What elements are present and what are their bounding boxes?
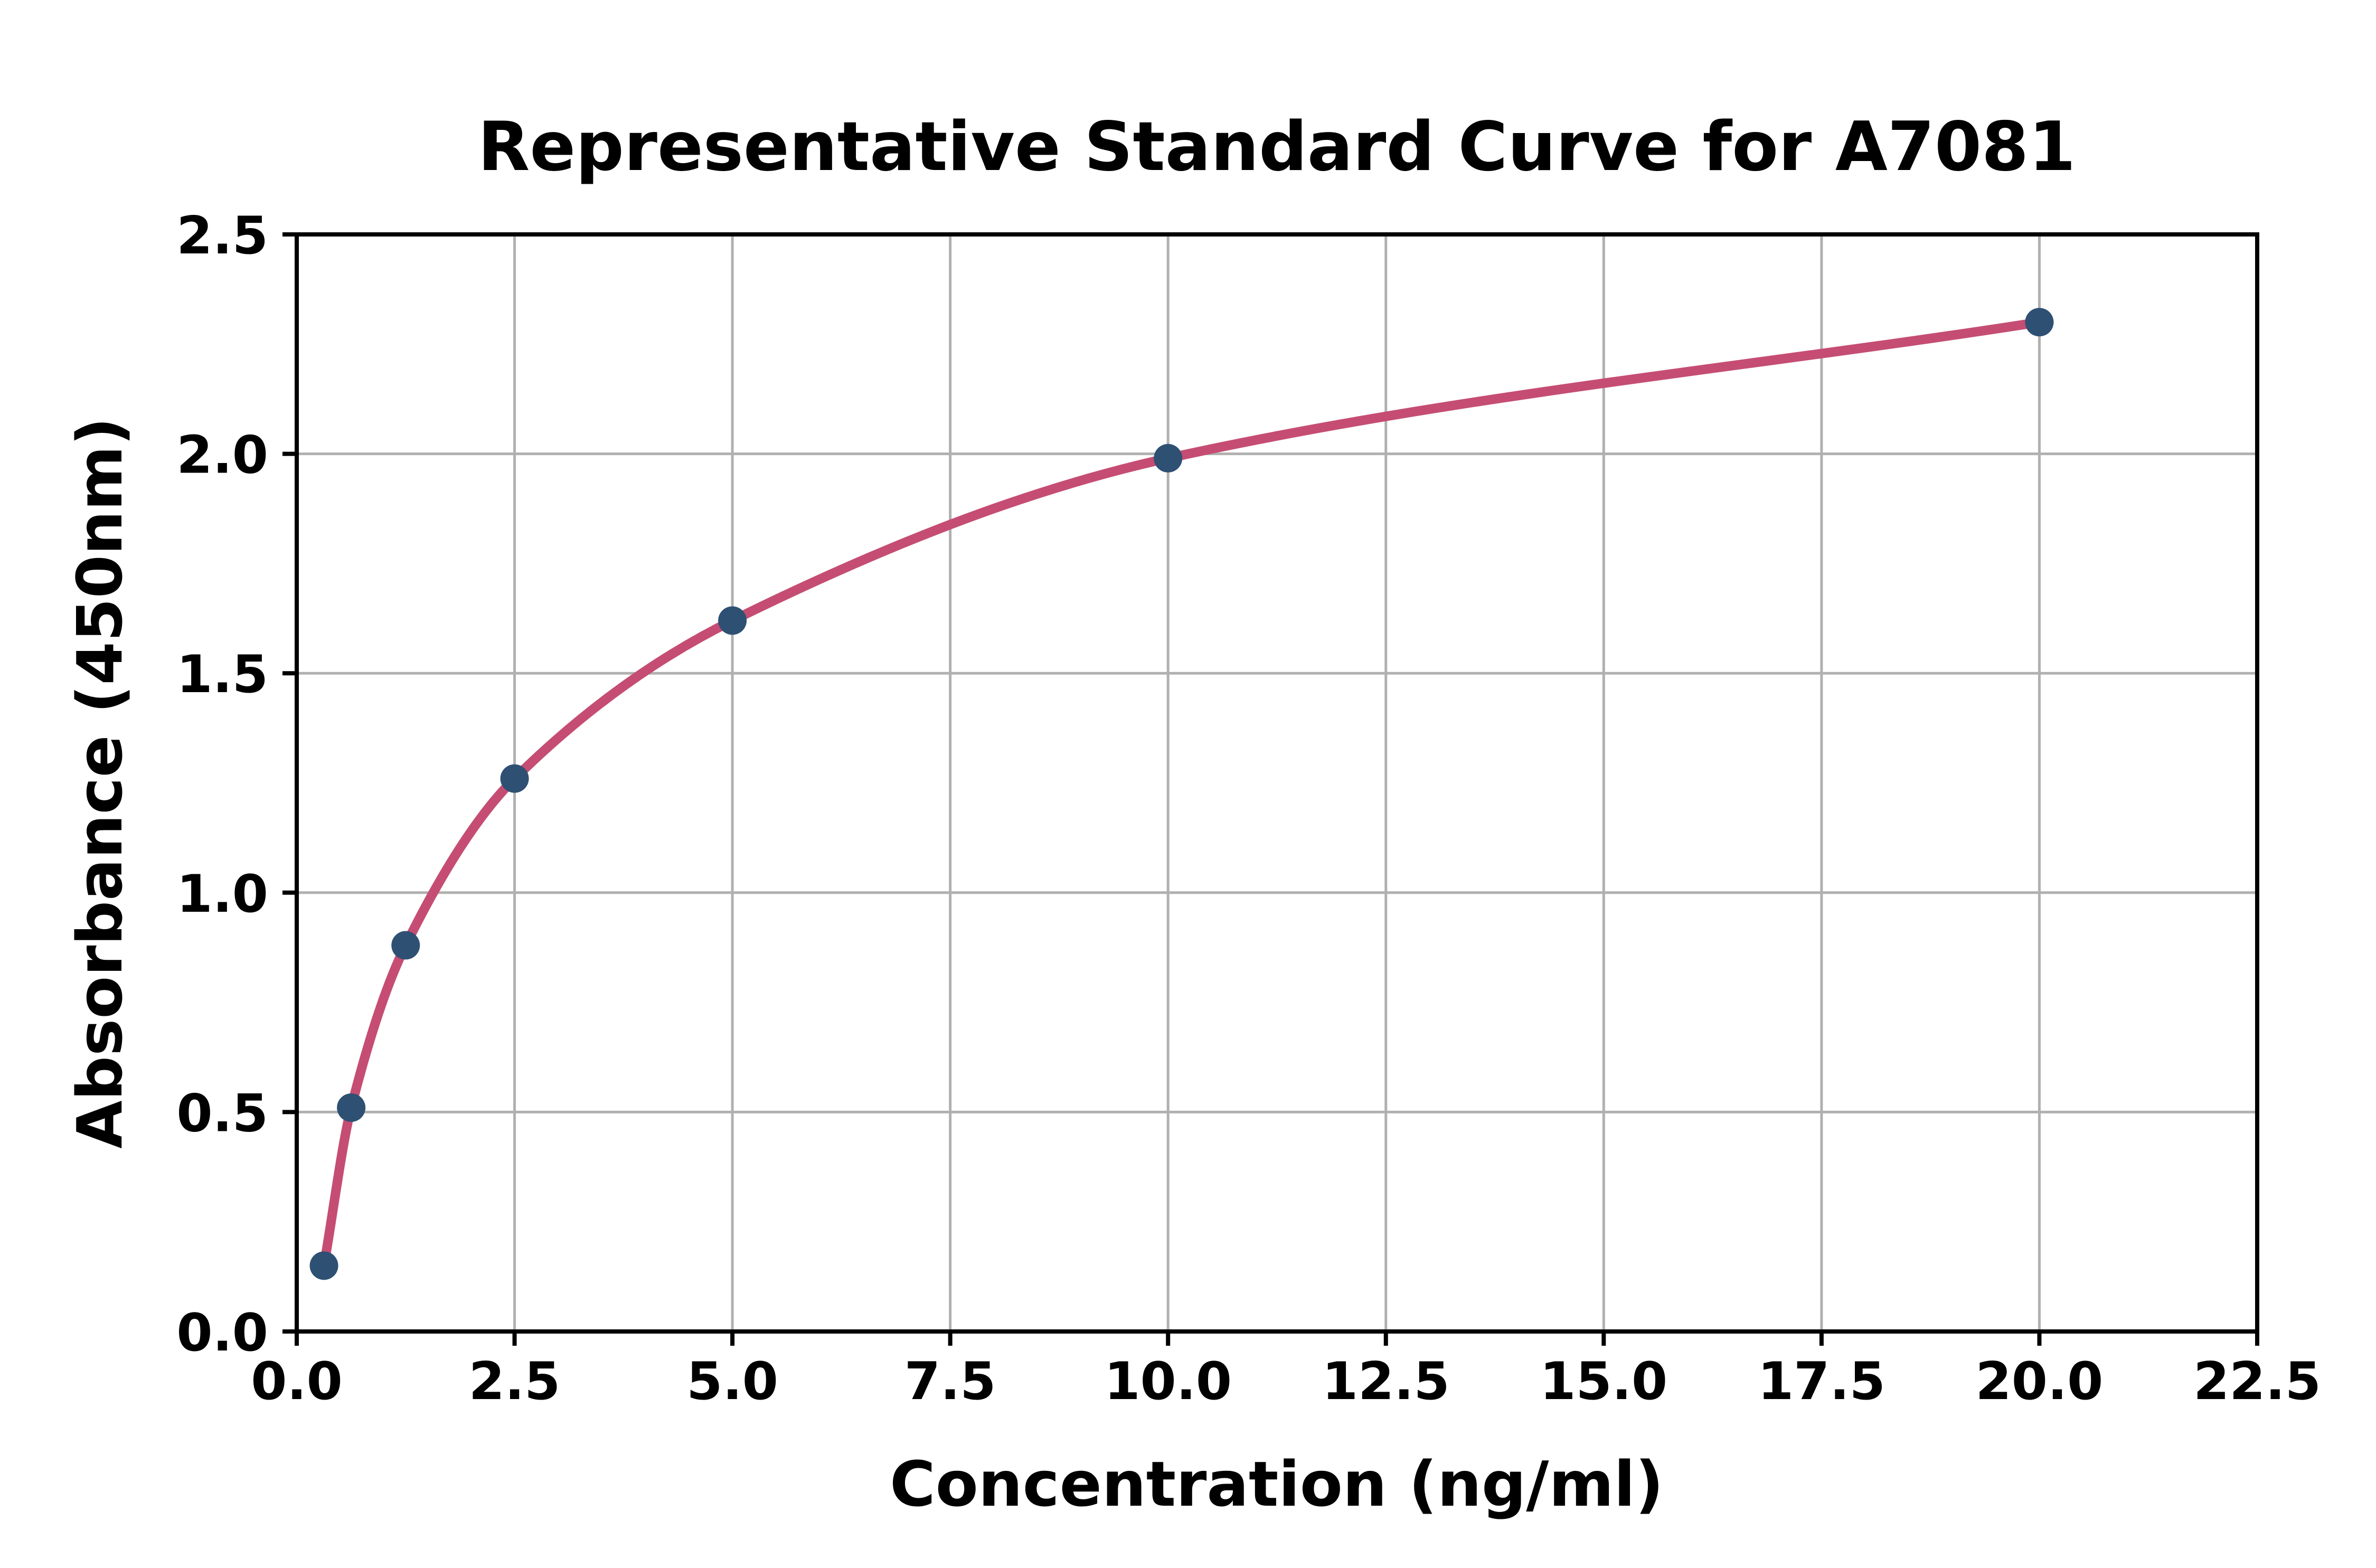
y-axis-label: Absorbance (450nm) [63, 417, 136, 1149]
data-point [500, 764, 529, 793]
x-tick-label: 15.0 [1540, 1352, 1667, 1412]
x-tick-label: 10.0 [1104, 1352, 1232, 1412]
y-tick-label: 0.5 [176, 1083, 268, 1144]
plot-border [295, 232, 2259, 1334]
data-point [309, 1251, 338, 1280]
x-tick-label: 22.5 [2193, 1352, 2321, 1412]
x-tick-label: 5.0 [686, 1352, 778, 1412]
x-axis-label: Concentration (ng/ml) [890, 1448, 1664, 1520]
data-point [718, 606, 747, 635]
y-tick-label: 2.5 [176, 206, 268, 266]
x-tick-label: 17.5 [1758, 1352, 1885, 1412]
axis-tick-labels: 0.0 2.5 5.0 7.5 10.0 12.5 15.0 17.5 20.0 22.5 0.0 0… [176, 206, 2321, 1412]
data-point [337, 1093, 366, 1122]
x-tick-label: 12.5 [1322, 1352, 1450, 1412]
x-tick-label: 0.0 [251, 1352, 343, 1412]
y-tick-label: 1.0 [176, 864, 268, 924]
y-tick-label: 0.0 [176, 1303, 268, 1363]
x-tick-label: 7.5 [904, 1352, 996, 1412]
data-point [1154, 443, 1183, 473]
data-series [309, 308, 2054, 1280]
x-tick-label: 2.5 [469, 1352, 561, 1412]
y-tick-label: 2.0 [176, 426, 268, 486]
axis-ticks [282, 232, 2259, 1346]
chart-title: Representative Standard Curve for A7081 [478, 108, 2076, 186]
data-point [2025, 308, 2054, 337]
data-point [391, 931, 420, 960]
standard-curve-line [319, 317, 2044, 1271]
x-tick-label: 20.0 [1976, 1352, 2104, 1412]
y-tick-label: 1.5 [176, 645, 268, 705]
